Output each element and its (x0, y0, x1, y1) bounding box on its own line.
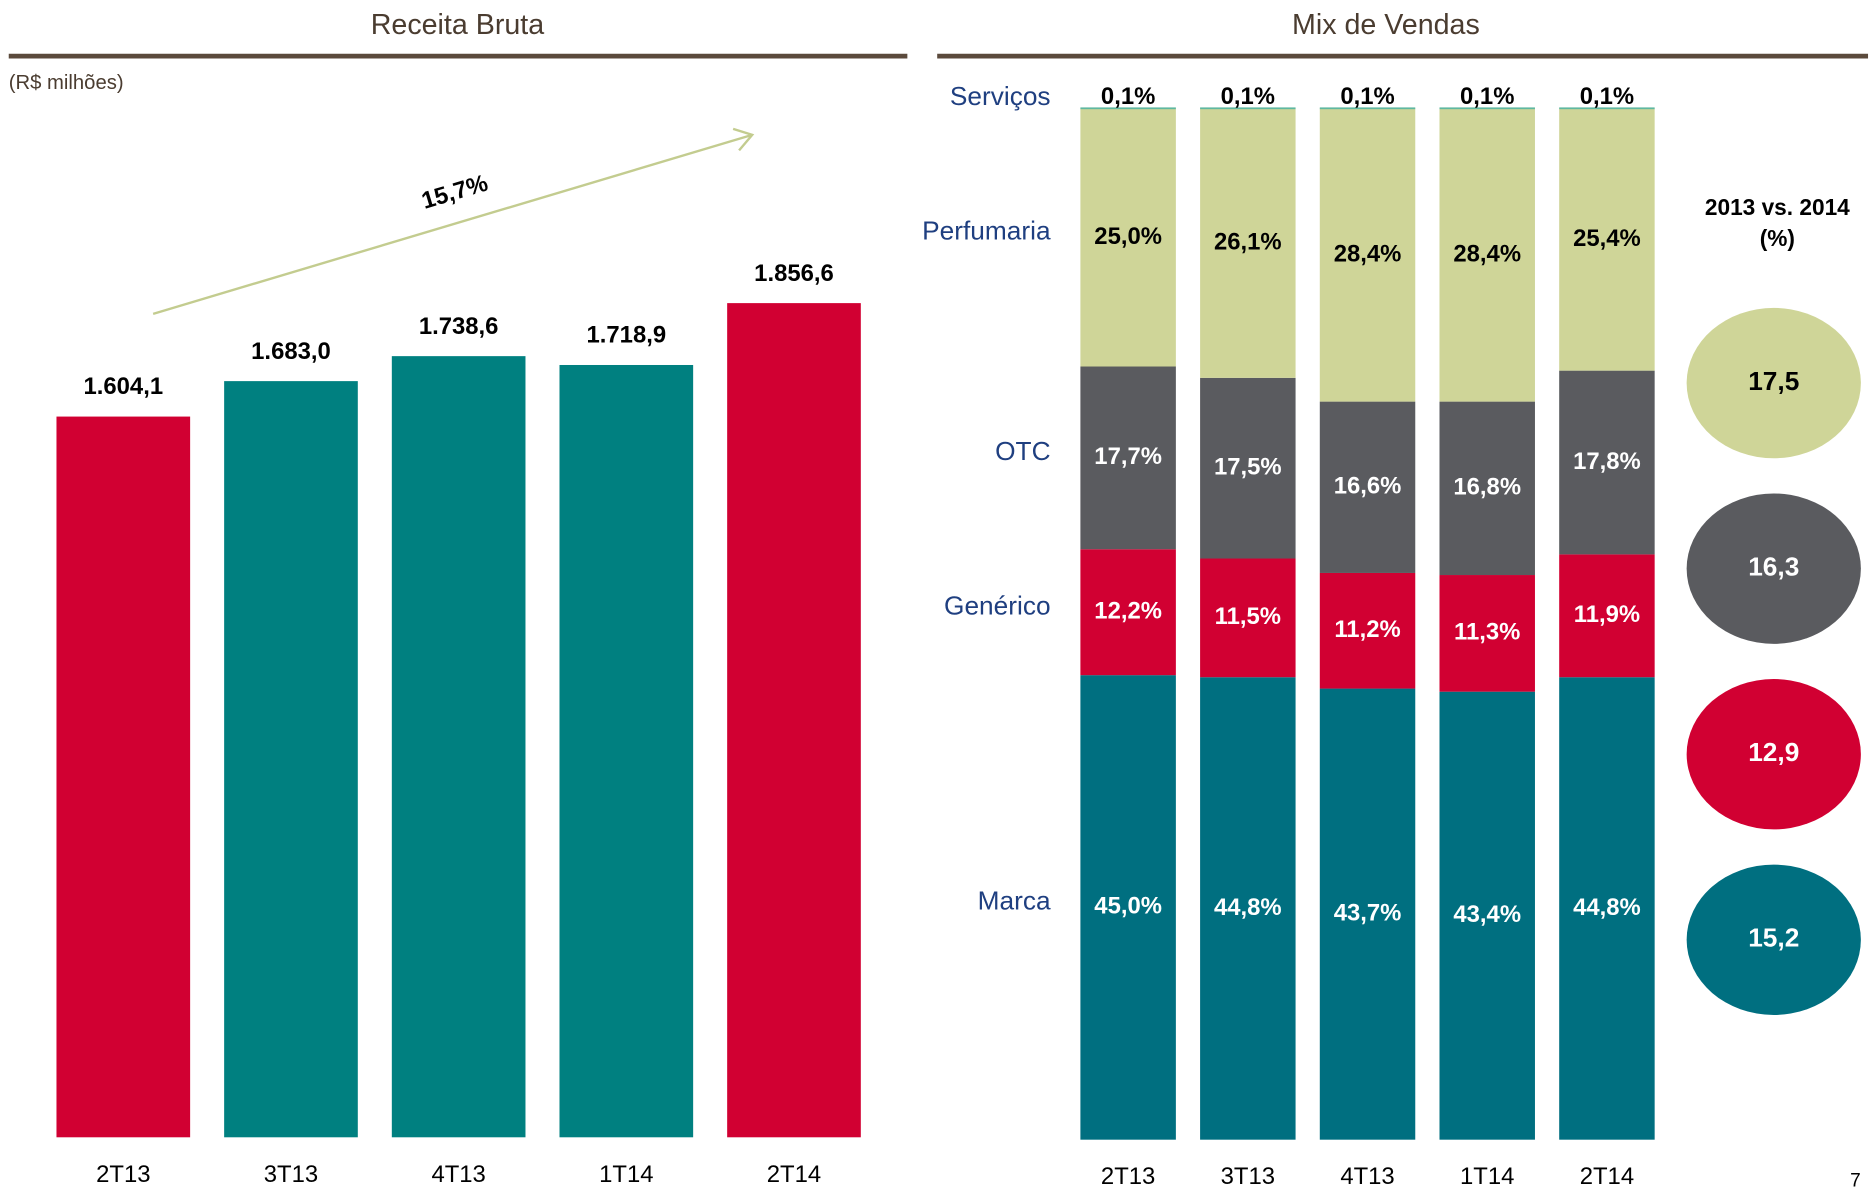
stack-segment (1319, 572, 1416, 689)
x-tick-label: 2T14 (1580, 1163, 1634, 1190)
stack-segment (1439, 107, 1535, 110)
bar (727, 303, 861, 1138)
stack-segment (1080, 107, 1176, 110)
value-label: 12,2% (1094, 597, 1162, 624)
x-tick-label: 4T13 (1340, 1163, 1394, 1190)
stack-segment (1439, 575, 1535, 692)
stack-segment (1439, 108, 1535, 402)
growth-title: 2013 vs. 2014 (1705, 194, 1850, 220)
stack-segment (1439, 401, 1535, 576)
value-label: 11,3% (1454, 619, 1520, 646)
chart-title: Mix de Vendas (1292, 9, 1480, 41)
stack-segment (1080, 549, 1176, 676)
growth-label: 12,9 (1748, 737, 1799, 767)
growth-label: 17,5 (1748, 366, 1799, 396)
stack-segment (1200, 377, 1296, 559)
value-label: 0,1% (1460, 83, 1514, 110)
growth-circle (1686, 679, 1861, 830)
value-label: 11,9% (1574, 601, 1640, 628)
stack-segment (1200, 107, 1296, 110)
value-label: 1.738,6 (419, 313, 499, 340)
value-label: 0,1% (1101, 83, 1155, 110)
chart-title: Receita Bruta (371, 9, 545, 41)
stack-segment (1559, 677, 1655, 1140)
stack-segment (1200, 677, 1296, 1140)
series-label: OTC (995, 436, 1050, 466)
value-label: 17,7% (1094, 443, 1162, 470)
stack-segment (1200, 108, 1296, 378)
value-label: 11,2% (1334, 616, 1400, 643)
growth-label: 15,2 (1748, 923, 1799, 953)
x-tick-label: 2T13 (1101, 1163, 1155, 1190)
stack-segment (1439, 691, 1535, 1140)
x-tick-label: 3T13 (264, 1161, 318, 1188)
stack-segment (1319, 688, 1416, 1140)
value-label: 28,4% (1334, 240, 1402, 267)
bar (391, 356, 526, 1138)
value-label: 0,1% (1580, 83, 1634, 110)
value-label: 1.856,6 (754, 260, 834, 287)
stack-segment (1559, 108, 1655, 371)
stack-segment (1080, 675, 1176, 1140)
value-label: 1.604,1 (83, 373, 163, 400)
value-label: 17,5% (1214, 453, 1282, 480)
value-label: 1.683,0 (251, 338, 331, 365)
x-tick-label: 2T13 (96, 1161, 150, 1188)
bar (56, 416, 191, 1138)
series-label: Serviços (950, 81, 1051, 111)
value-label: 26,1% (1214, 228, 1282, 255)
bar (224, 381, 358, 1138)
value-label: 25,0% (1094, 223, 1162, 250)
series-label: Perfumaria (922, 216, 1051, 246)
page-number: 7 (1850, 1170, 1861, 1191)
value-label: 45,0% (1094, 893, 1162, 920)
growth-title: (%) (1760, 225, 1795, 251)
stack-segment (1319, 401, 1416, 573)
stack-segment (1319, 108, 1416, 402)
value-label: 0,1% (1221, 83, 1275, 110)
growth-label: 16,3 (1748, 552, 1799, 582)
value-label: 28,4% (1453, 240, 1521, 267)
growth-annotation: 15,7% (418, 170, 491, 215)
trend-arrow (152, 133, 753, 316)
value-label: 16,8% (1453, 474, 1521, 501)
series-label: Genérico (944, 590, 1051, 620)
arrow-head (732, 127, 755, 152)
value-label: 25,4% (1573, 225, 1641, 252)
stack-segment (1559, 107, 1655, 110)
x-tick-label: 4T13 (431, 1161, 485, 1188)
x-tick-label: 1T14 (1460, 1163, 1514, 1190)
stack-segment (1200, 558, 1296, 678)
value-label: 16,6% (1334, 473, 1402, 500)
growth-circle (1686, 864, 1861, 1015)
stack-segment (1559, 554, 1655, 678)
stack-segment (1080, 366, 1176, 550)
stack-segment (1080, 108, 1176, 367)
x-tick-label: 3T13 (1221, 1163, 1275, 1190)
chart-subtitle: (R$ milhões) (9, 72, 124, 94)
value-label: 44,8% (1573, 894, 1641, 921)
value-label: 17,8% (1573, 448, 1641, 475)
value-label: 43,4% (1453, 901, 1521, 928)
series-label: Marca (978, 886, 1051, 916)
growth-circle (1686, 307, 1861, 459)
value-label: 11,5% (1215, 603, 1281, 630)
x-tick-label: 1T14 (599, 1161, 653, 1188)
value-label: 44,8% (1214, 894, 1282, 921)
bar (559, 364, 694, 1138)
growth-circle (1686, 493, 1861, 644)
value-label: 1.718,9 (587, 322, 667, 349)
value-label: 0,1% (1340, 83, 1394, 110)
stack-segment (1559, 370, 1655, 555)
stack-segment (1319, 107, 1416, 110)
value-label: 43,7% (1334, 899, 1402, 926)
x-tick-label: 2T14 (767, 1161, 821, 1188)
